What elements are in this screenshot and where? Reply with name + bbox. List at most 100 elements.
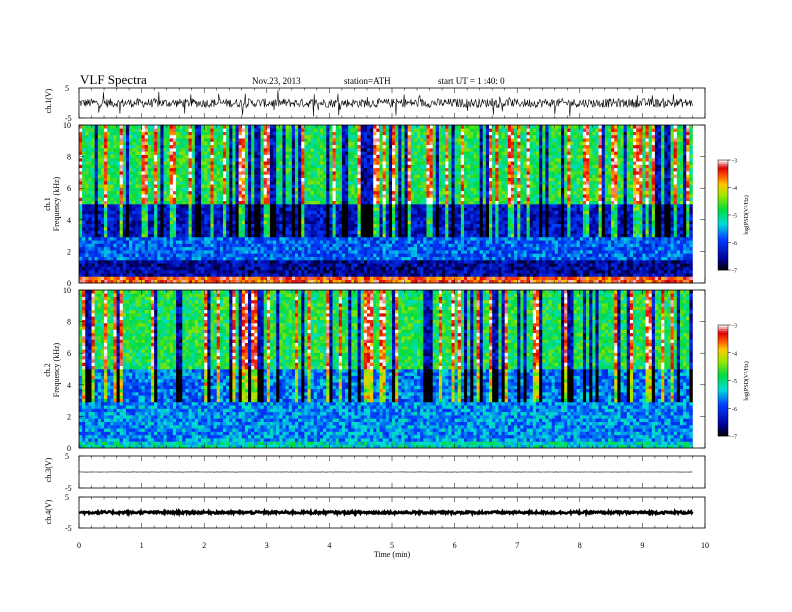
psd-cell	[642, 273, 645, 277]
psd-cell	[439, 267, 442, 271]
psd-cell	[577, 250, 580, 254]
psd-cell	[298, 257, 301, 261]
psd-cell	[179, 273, 182, 277]
psd-cell	[630, 273, 633, 277]
psd-cell	[336, 260, 339, 264]
psd-cell	[555, 253, 558, 257]
psd-cell	[333, 244, 336, 248]
psd-cell	[498, 267, 501, 271]
psd-cell	[226, 244, 229, 248]
psd-cell	[364, 263, 367, 267]
psd-cell	[536, 244, 539, 248]
psd-cell	[527, 270, 530, 274]
psd-cell	[451, 247, 454, 251]
psd-cell	[655, 263, 658, 267]
psd-cell	[495, 253, 498, 257]
psd-cell	[142, 240, 145, 244]
psd-cell	[220, 270, 223, 274]
psd-cell	[298, 267, 301, 271]
psd-cell	[95, 270, 98, 274]
psd-cell	[580, 247, 583, 251]
psd-cell	[583, 263, 586, 267]
psd-cell	[358, 240, 361, 244]
psd-cell	[555, 276, 558, 280]
psd-cell	[602, 260, 605, 264]
psd-cell	[477, 276, 480, 280]
psd-cell	[536, 270, 539, 274]
psd-cell	[458, 257, 461, 261]
psd-cell	[608, 260, 611, 264]
psd-cell	[558, 276, 561, 280]
psd-cell	[292, 244, 295, 248]
psd-cell	[113, 247, 116, 251]
psd-cell	[201, 257, 204, 261]
psd-cell	[245, 270, 248, 274]
psd-cell	[242, 253, 245, 257]
psd-cell	[464, 260, 467, 264]
psd-cell	[542, 250, 545, 254]
psd-cell	[592, 250, 595, 254]
psd-cell	[345, 247, 348, 251]
psd-cell	[195, 260, 198, 264]
psd-cell	[304, 244, 307, 248]
psd-cell	[655, 260, 658, 264]
psd-cell	[257, 263, 260, 267]
psd-cell	[85, 253, 88, 257]
psd-cell	[339, 260, 342, 264]
psd-cell	[279, 240, 282, 244]
psd-cell	[204, 240, 207, 244]
psd-cell	[132, 247, 135, 251]
psd-cell	[173, 244, 176, 248]
psd-cell	[95, 276, 98, 280]
psd-cell	[354, 250, 357, 254]
psd-cell	[630, 247, 633, 251]
psd-cell	[185, 250, 188, 254]
psd-cell	[392, 273, 395, 277]
psd-cell	[383, 257, 386, 261]
psd-cell	[92, 253, 95, 257]
psd-cell	[95, 273, 98, 277]
psd-cell	[617, 276, 620, 280]
psd-cell	[167, 244, 170, 248]
psd-cell	[379, 270, 382, 274]
psd-cell	[517, 253, 520, 257]
psd-cell	[113, 260, 116, 264]
psd-cell	[182, 273, 185, 277]
psd-cell	[157, 253, 160, 257]
psd-cell	[542, 244, 545, 248]
psd-cell	[420, 270, 423, 274]
psd-cell	[182, 247, 185, 251]
psd-cell	[627, 276, 630, 280]
psd-cell	[129, 247, 132, 251]
psd-cell	[101, 253, 104, 257]
psd-cell	[608, 257, 611, 261]
psd-cell	[239, 257, 242, 261]
psd-cell	[379, 244, 382, 248]
psd-cell	[339, 263, 342, 267]
psd-cell	[455, 270, 458, 274]
psd-cell	[157, 250, 160, 254]
psd-cell	[505, 244, 508, 248]
psd-cell	[358, 263, 361, 267]
psd-cell	[123, 260, 126, 264]
psd-cell	[320, 247, 323, 251]
psd-cell	[245, 240, 248, 244]
psd-cell	[135, 247, 138, 251]
psd-cell	[113, 250, 116, 254]
psd-cell	[104, 276, 107, 280]
psd-cell	[176, 263, 179, 267]
psd-cell	[661, 270, 664, 274]
psd-cell	[151, 263, 154, 267]
psd-cell	[145, 253, 148, 257]
psd-cell	[329, 247, 332, 251]
psd-cell	[558, 250, 561, 254]
psd-cell	[251, 244, 254, 248]
psd-cell	[386, 263, 389, 267]
psd-cell	[574, 250, 577, 254]
psd-cell	[101, 244, 104, 248]
psd-cell	[605, 267, 608, 271]
psd-cell	[483, 244, 486, 248]
psd-cell	[549, 267, 552, 271]
psd-cell	[520, 257, 523, 261]
psd-cell	[658, 250, 661, 254]
